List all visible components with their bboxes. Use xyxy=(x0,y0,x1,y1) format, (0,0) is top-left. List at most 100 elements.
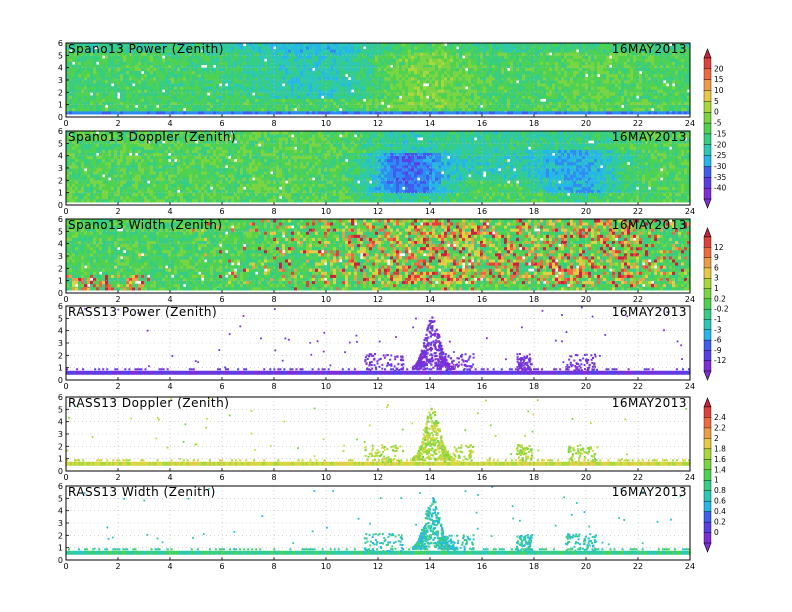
heatmap-cell xyxy=(642,95,646,99)
heatmap-cell xyxy=(516,83,520,87)
heatmap-cell xyxy=(675,107,679,112)
heatmap-cell xyxy=(288,107,292,112)
heatmap-cell xyxy=(294,46,298,50)
heatmap-cell xyxy=(321,64,325,69)
heatmap-cell xyxy=(501,64,505,69)
heatmap-cell xyxy=(105,52,109,56)
heatmap-cell xyxy=(279,104,283,109)
heatmap-cell xyxy=(510,61,514,65)
heatmap-cell xyxy=(75,104,79,109)
heatmap-cell xyxy=(288,101,292,106)
heatmap-cell xyxy=(489,76,493,81)
heatmap-cell xyxy=(573,76,577,81)
heatmap-cell xyxy=(375,73,379,78)
heatmap-cell xyxy=(189,52,193,56)
heatmap-cell xyxy=(438,55,442,59)
heatmap-cell xyxy=(570,55,574,59)
heatmap-cell xyxy=(279,76,283,81)
heatmap-cell xyxy=(216,98,220,102)
heatmap-cell xyxy=(144,80,148,84)
heatmap-cell xyxy=(246,70,250,75)
heatmap-cell xyxy=(648,111,652,115)
heatmap-cell xyxy=(351,67,355,72)
heatmap-cell xyxy=(300,73,304,78)
heatmap-cell xyxy=(213,73,217,78)
heatmap-cell xyxy=(537,70,541,75)
heatmap-cell xyxy=(249,61,253,65)
heatmap-cell xyxy=(432,70,436,75)
heatmap-cell xyxy=(378,67,382,72)
heatmap-cell xyxy=(414,64,418,69)
heatmap-cell xyxy=(243,76,247,81)
heatmap-cell xyxy=(591,86,595,90)
heatmap-cell xyxy=(300,89,304,93)
heatmap-cell xyxy=(681,76,685,81)
heatmap-cell xyxy=(615,55,619,59)
heatmap-cell xyxy=(456,89,460,93)
heatmap-cell xyxy=(651,67,655,72)
heatmap-cell xyxy=(552,43,556,47)
heatmap-cell xyxy=(264,73,268,78)
heatmap-cell xyxy=(612,86,616,90)
heatmap-cell xyxy=(300,64,304,69)
heatmap-cell xyxy=(282,76,286,81)
heatmap-cell xyxy=(543,89,547,93)
heatmap-cell xyxy=(108,89,112,93)
heatmap-cell xyxy=(306,49,310,53)
heatmap-cell xyxy=(606,49,610,53)
heatmap-cell xyxy=(330,76,334,81)
heatmap-cell xyxy=(603,52,607,56)
heatmap-cell xyxy=(609,111,613,115)
heatmap-cell xyxy=(141,61,145,65)
heatmap-cell xyxy=(666,46,670,50)
heatmap-cell xyxy=(438,64,442,69)
heatmap-cell xyxy=(669,111,673,115)
heatmap-cell xyxy=(597,76,601,81)
heatmap-cell xyxy=(273,61,277,65)
heatmap-cell xyxy=(492,83,496,87)
heatmap-cell xyxy=(225,55,229,59)
heatmap-cell xyxy=(285,58,289,62)
heatmap-cell xyxy=(468,80,472,84)
heatmap-cell xyxy=(165,98,169,102)
heatmap-cell xyxy=(345,83,349,87)
heatmap-cell xyxy=(108,67,112,72)
heatmap-cell xyxy=(426,73,430,78)
heatmap-cell xyxy=(372,61,376,65)
heatmap-cell xyxy=(582,80,586,84)
heatmap-cell xyxy=(594,89,598,93)
heatmap-cell xyxy=(123,61,127,65)
heatmap-cell xyxy=(99,67,103,72)
heatmap-cell xyxy=(240,76,244,81)
heatmap-cell xyxy=(75,70,79,75)
heatmap-cell xyxy=(87,95,91,99)
heatmap-cell xyxy=(369,89,373,93)
heatmap-cell xyxy=(243,104,247,109)
heatmap-cell xyxy=(438,67,442,72)
heatmap-cell xyxy=(210,95,214,99)
heatmap-cell xyxy=(294,76,298,81)
heatmap-cell xyxy=(84,107,88,112)
heatmap-cell xyxy=(234,52,238,56)
heatmap-cell xyxy=(609,58,613,62)
heatmap-cell xyxy=(120,61,124,65)
heatmap-cell xyxy=(81,49,85,53)
heatmap-cell xyxy=(651,43,655,47)
heatmap-cell xyxy=(129,101,133,106)
heatmap-cell xyxy=(429,49,433,53)
heatmap-cell xyxy=(573,73,577,78)
heatmap-cell xyxy=(531,49,535,53)
heatmap-cell xyxy=(207,111,211,115)
heatmap-cell xyxy=(396,104,400,109)
heatmap-cell xyxy=(324,104,328,109)
heatmap-cell xyxy=(285,107,289,112)
heatmap-cell xyxy=(393,67,397,72)
heatmap-cell xyxy=(291,64,295,69)
heatmap-cell xyxy=(330,43,334,47)
heatmap-cell xyxy=(447,67,451,72)
heatmap-cell xyxy=(198,73,202,78)
heatmap-cell xyxy=(630,70,634,75)
heatmap-cell xyxy=(342,55,346,59)
heatmap-cell xyxy=(645,80,649,84)
